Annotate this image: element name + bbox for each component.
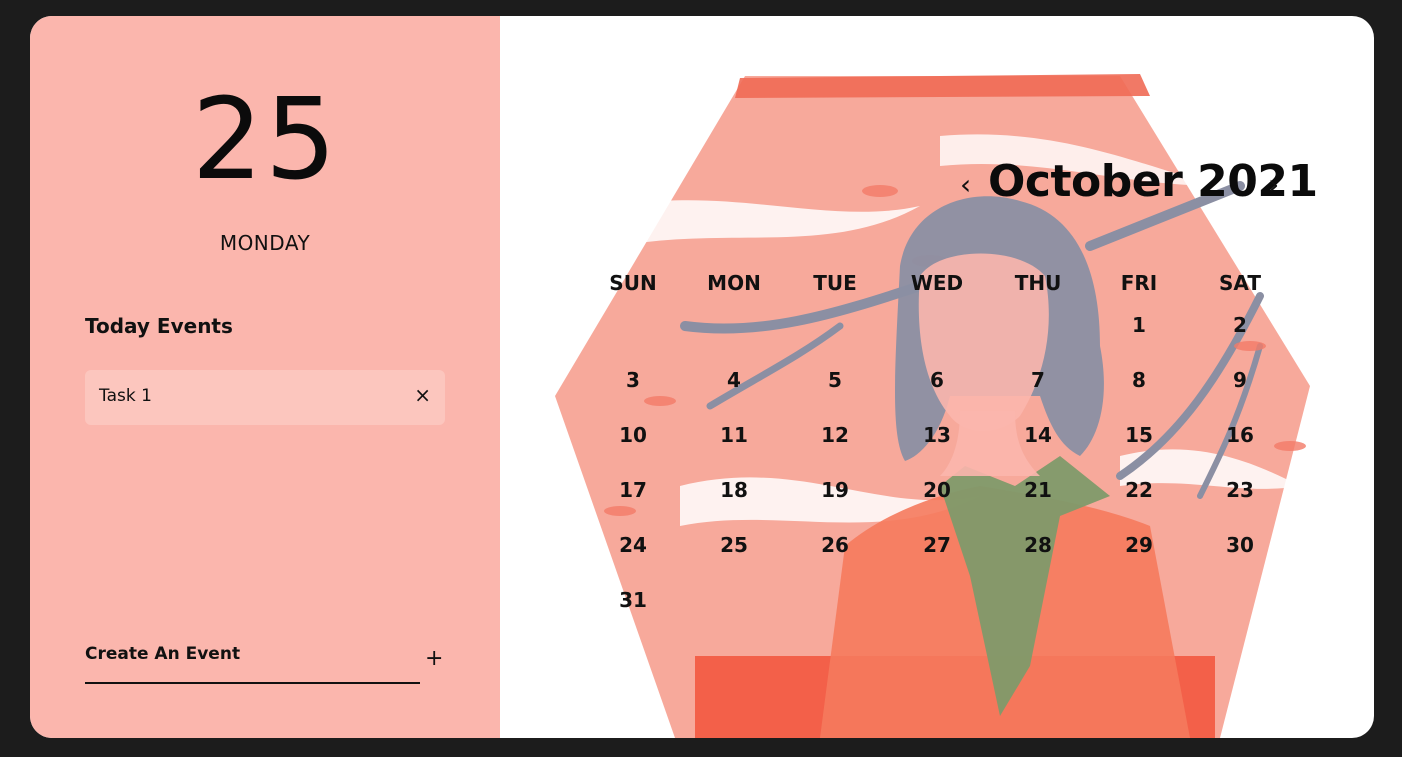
- create-event-field[interactable]: Create An Event: [85, 644, 420, 684]
- day-cell[interactable]: 29: [1125, 533, 1153, 557]
- day-cell[interactable]: 20: [923, 478, 951, 502]
- event-item[interactable]: Task 1 ×: [85, 370, 445, 425]
- day-cell[interactable]: 23: [1226, 478, 1254, 502]
- day-cell[interactable]: 3: [626, 368, 640, 392]
- day-cell[interactable]: 16: [1226, 423, 1254, 447]
- day-cell[interactable]: 4: [727, 368, 741, 392]
- calendar-panel: ‹ October 2021 › SUN MON TUE WED THU FRI…: [500, 16, 1374, 738]
- weekday-header-thu: THU: [1014, 271, 1062, 295]
- day-cell[interactable]: 28: [1024, 533, 1052, 557]
- day-cell[interactable]: 6: [930, 368, 944, 392]
- day-cell[interactable]: 1: [1132, 313, 1146, 337]
- weekday-header-sat: SAT: [1219, 271, 1261, 295]
- selected-day-number: 25: [191, 75, 339, 205]
- calendar-app-card: 25 MONDAY Today Events Task 1 × Create A…: [30, 16, 1374, 738]
- day-cell[interactable]: 15: [1125, 423, 1153, 447]
- weekday-header-fri: FRI: [1120, 271, 1158, 295]
- day-cell[interactable]: 27: [923, 533, 951, 557]
- weekday-header-sun: SUN: [609, 271, 657, 295]
- create-event-label: Create An Event: [85, 644, 241, 664]
- day-cell[interactable]: 14: [1024, 423, 1052, 447]
- day-sidebar: 25 MONDAY Today Events Task 1 × Create A…: [30, 16, 500, 738]
- next-month-button[interactable]: ›: [1268, 168, 1280, 201]
- day-cell[interactable]: 24: [619, 533, 647, 557]
- day-cell[interactable]: 30: [1226, 533, 1254, 557]
- day-cell[interactable]: 21: [1024, 478, 1052, 502]
- weekday-header-tue: TUE: [813, 271, 857, 295]
- day-cell[interactable]: 10: [619, 423, 647, 447]
- day-cell[interactable]: 9: [1233, 368, 1247, 392]
- today-events-heading: Today Events: [85, 314, 233, 338]
- plus-icon[interactable]: +: [425, 646, 444, 671]
- day-cell[interactable]: 13: [923, 423, 951, 447]
- weekday-header-mon: MON: [707, 271, 761, 295]
- previous-month-button[interactable]: ‹: [960, 168, 972, 201]
- day-cell[interactable]: 8: [1132, 368, 1146, 392]
- day-cell[interactable]: 17: [619, 478, 647, 502]
- day-cell-selected[interactable]: 25: [720, 533, 748, 557]
- day-cell[interactable]: 19: [821, 478, 849, 502]
- day-cell[interactable]: 26: [821, 533, 849, 557]
- day-cell[interactable]: 31: [619, 588, 647, 612]
- day-cell[interactable]: 2: [1233, 313, 1247, 337]
- weekday-header-wed: WED: [910, 271, 964, 295]
- day-cell[interactable]: 7: [1031, 368, 1045, 392]
- day-cell[interactable]: 18: [720, 478, 748, 502]
- day-cell[interactable]: 11: [720, 423, 748, 447]
- woman-portrait-illustration: [555, 74, 1310, 738]
- day-cell[interactable]: 12: [821, 423, 849, 447]
- selected-weekday: MONDAY: [219, 231, 311, 255]
- day-cell[interactable]: 22: [1125, 478, 1153, 502]
- event-label: Task 1: [99, 386, 152, 406]
- month-year-title: October 2021: [988, 156, 1318, 207]
- close-icon[interactable]: ×: [414, 383, 431, 407]
- day-cell[interactable]: 5: [828, 368, 842, 392]
